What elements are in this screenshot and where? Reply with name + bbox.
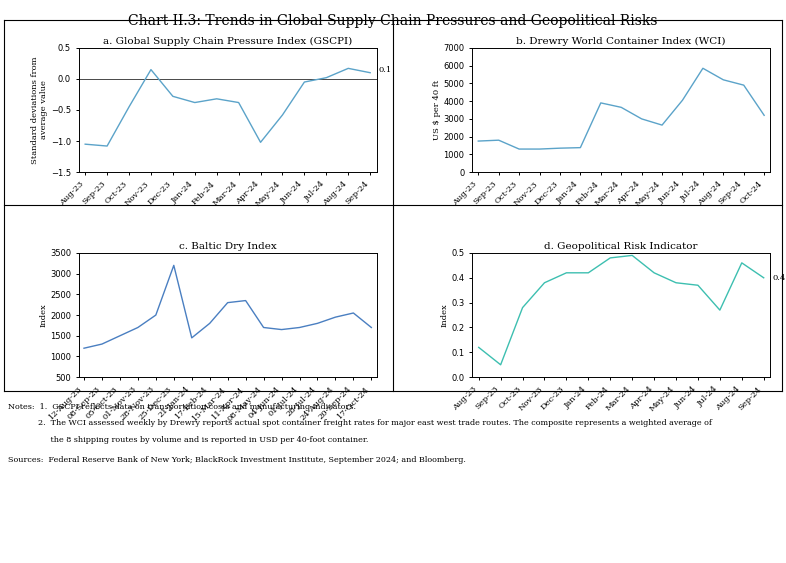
- Title: b. Drewry World Container Index (WCI): b. Drewry World Container Index (WCI): [516, 37, 726, 46]
- Y-axis label: Index: Index: [39, 303, 47, 327]
- Y-axis label: Index: Index: [440, 303, 449, 327]
- Y-axis label: Standard deviations from
average value: Standard deviations from average value: [31, 56, 48, 164]
- Text: 0.4: 0.4: [773, 274, 786, 282]
- Text: 2.  The WCI assessed weekly by Drewry reports actual spot container freight rate: 2. The WCI assessed weekly by Drewry rep…: [8, 419, 712, 427]
- Text: Chart II.3: Trends in Global Supply Chain Pressures and Geopolitical Risks: Chart II.3: Trends in Global Supply Chai…: [128, 14, 658, 28]
- Text: Notes:  1.  GSCPI reflects data on transportation costs and manufacturing indica: Notes: 1. GSCPI reflects data on transpo…: [8, 403, 356, 410]
- Y-axis label: US $ per 40 ft: US $ per 40 ft: [432, 80, 441, 140]
- Text: the 8 shipping routes by volume and is reported in USD per 40-foot container.: the 8 shipping routes by volume and is r…: [8, 436, 368, 444]
- Title: a. Global Supply Chain Pressure Index (GSCPI): a. Global Supply Chain Pressure Index (G…: [103, 37, 352, 46]
- Title: c. Baltic Dry Index: c. Baltic Dry Index: [178, 242, 277, 251]
- Text: Sources:  Federal Reserve Bank of New York; BlackRock Investment Institute, Sept: Sources: Federal Reserve Bank of New Yor…: [8, 456, 466, 464]
- Text: 0.1: 0.1: [379, 66, 392, 74]
- Title: d. Geopolitical Risk Indicator: d. Geopolitical Risk Indicator: [545, 242, 698, 251]
